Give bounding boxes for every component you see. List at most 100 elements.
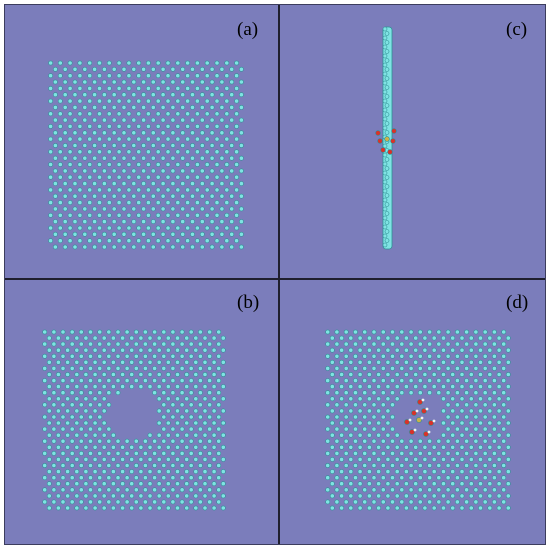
carbon-atom [87, 124, 93, 129]
carbon-atom [384, 220, 390, 225]
carbon-atom [65, 396, 70, 402]
carbon-atom [150, 206, 156, 212]
carbon-atom [65, 347, 70, 353]
carbon-atom [376, 432, 381, 438]
carbon-atom [384, 211, 390, 216]
carbon-atom [478, 493, 483, 499]
carbon-atom [454, 463, 460, 468]
carbon-atom [179, 438, 185, 444]
carbon-atom [67, 149, 73, 155]
carbon-atom [234, 149, 239, 155]
carbon-atom [53, 66, 58, 72]
carbon-atom [51, 450, 57, 456]
carbon-atom [207, 378, 212, 383]
carbon-atom [334, 463, 340, 468]
carbon-atom [371, 414, 377, 420]
carbon-atom [102, 219, 107, 224]
carbon-atom [478, 408, 483, 414]
carbon-atom [505, 335, 511, 341]
carbon-atom [382, 143, 388, 149]
carbon-atom [468, 372, 474, 377]
carbon-atom [179, 378, 185, 383]
carbon-atom [408, 353, 414, 359]
carbon-atom [77, 162, 83, 167]
carbon-atom [42, 450, 48, 456]
carbon-atom [147, 372, 153, 377]
carbon-atom [42, 475, 48, 481]
carbon-atom [147, 481, 153, 487]
carbon-atom [46, 481, 52, 487]
carbon-atom [376, 372, 381, 377]
carbon-atom [234, 212, 239, 218]
carbon-atom [394, 469, 400, 474]
carbon-atom [367, 469, 372, 474]
carbon-atom [427, 450, 432, 456]
carbon-atom [126, 238, 132, 244]
carbon-atom [214, 187, 220, 193]
carbon-atom [150, 79, 156, 85]
carbon-atom [60, 463, 66, 468]
carbon-atom [142, 378, 148, 383]
carbon-atom [343, 487, 349, 493]
carbon-atom [111, 359, 116, 365]
carbon-atom [170, 79, 176, 85]
carbon-atom [65, 359, 70, 365]
carbon-atom [464, 487, 469, 493]
carbon-atom [69, 366, 75, 371]
carbon-atom [155, 136, 161, 142]
carbon-atom [376, 481, 381, 487]
carbon-atom [436, 353, 442, 359]
carbon-atom [491, 438, 497, 444]
carbon-atom [238, 66, 244, 72]
carbon-atom [325, 378, 331, 383]
carbon-atom [188, 487, 194, 493]
carbon-atom [390, 414, 395, 420]
carbon-atom [170, 438, 176, 444]
carbon-atom [371, 426, 377, 432]
carbon-atom [53, 155, 58, 161]
hydrogen-atom [413, 428, 417, 432]
carbon-atom [88, 450, 93, 456]
carbon-atom [156, 335, 162, 341]
carbon-atom [325, 414, 331, 420]
carbon-atom [209, 117, 215, 123]
carbon-atom [478, 372, 483, 377]
carbon-atom [214, 98, 220, 104]
oxygen-atom [377, 138, 383, 144]
carbon-atom [204, 200, 210, 205]
carbon-atom [67, 212, 73, 218]
carbon-atom [238, 105, 244, 110]
carbon-atom [329, 493, 335, 499]
carbon-atom [165, 98, 171, 104]
carbon-atom [131, 244, 137, 250]
carbon-atom [362, 475, 368, 481]
carbon-atom [334, 487, 340, 493]
carbon-atom [473, 366, 479, 371]
carbon-atom [390, 353, 395, 359]
carbon-atom [175, 200, 181, 205]
carbon-atom [382, 170, 388, 176]
carbon-atom [204, 238, 210, 244]
carbon-atom [501, 402, 507, 408]
carbon-atom [454, 475, 460, 481]
carbon-atom [111, 219, 117, 224]
carbon-atom [106, 499, 112, 505]
carbon-atom [78, 463, 84, 468]
carbon-atom [441, 456, 446, 462]
carbon-atom [427, 378, 432, 383]
carbon-atom [478, 481, 483, 487]
carbon-atom [219, 206, 225, 212]
carbon-atom [60, 378, 66, 383]
carbon-atom [450, 396, 456, 402]
carbon-atom [150, 244, 156, 250]
carbon-atom [101, 456, 107, 462]
carbon-atom [382, 80, 388, 86]
carbon-atom [202, 444, 208, 450]
carbon-atom [197, 390, 203, 396]
carbon-atom [87, 73, 93, 79]
carbon-atom [468, 384, 474, 389]
carbon-atom [150, 66, 156, 72]
carbon-atom [87, 225, 93, 231]
carbon-atom [211, 493, 217, 499]
carbon-atom [382, 116, 388, 122]
